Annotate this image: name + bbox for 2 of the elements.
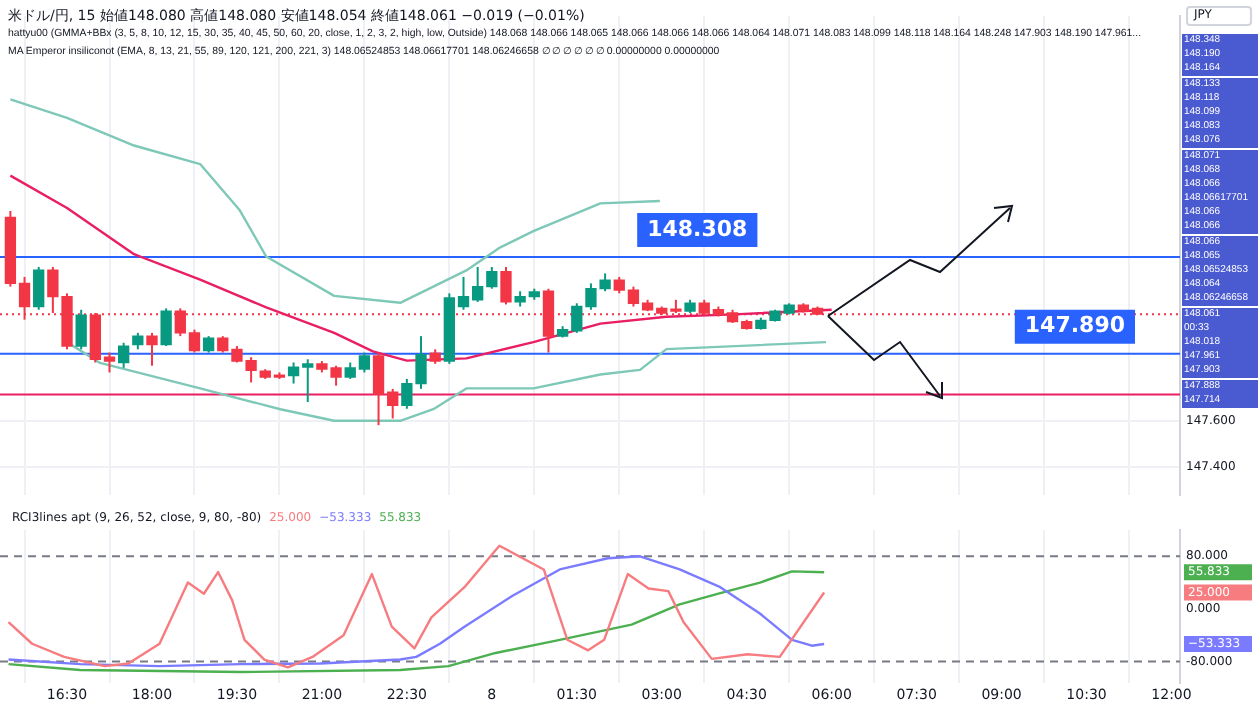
ref-line-label: 148.308 [647, 215, 748, 242]
ref-line-label: 147.890 [1024, 312, 1126, 339]
